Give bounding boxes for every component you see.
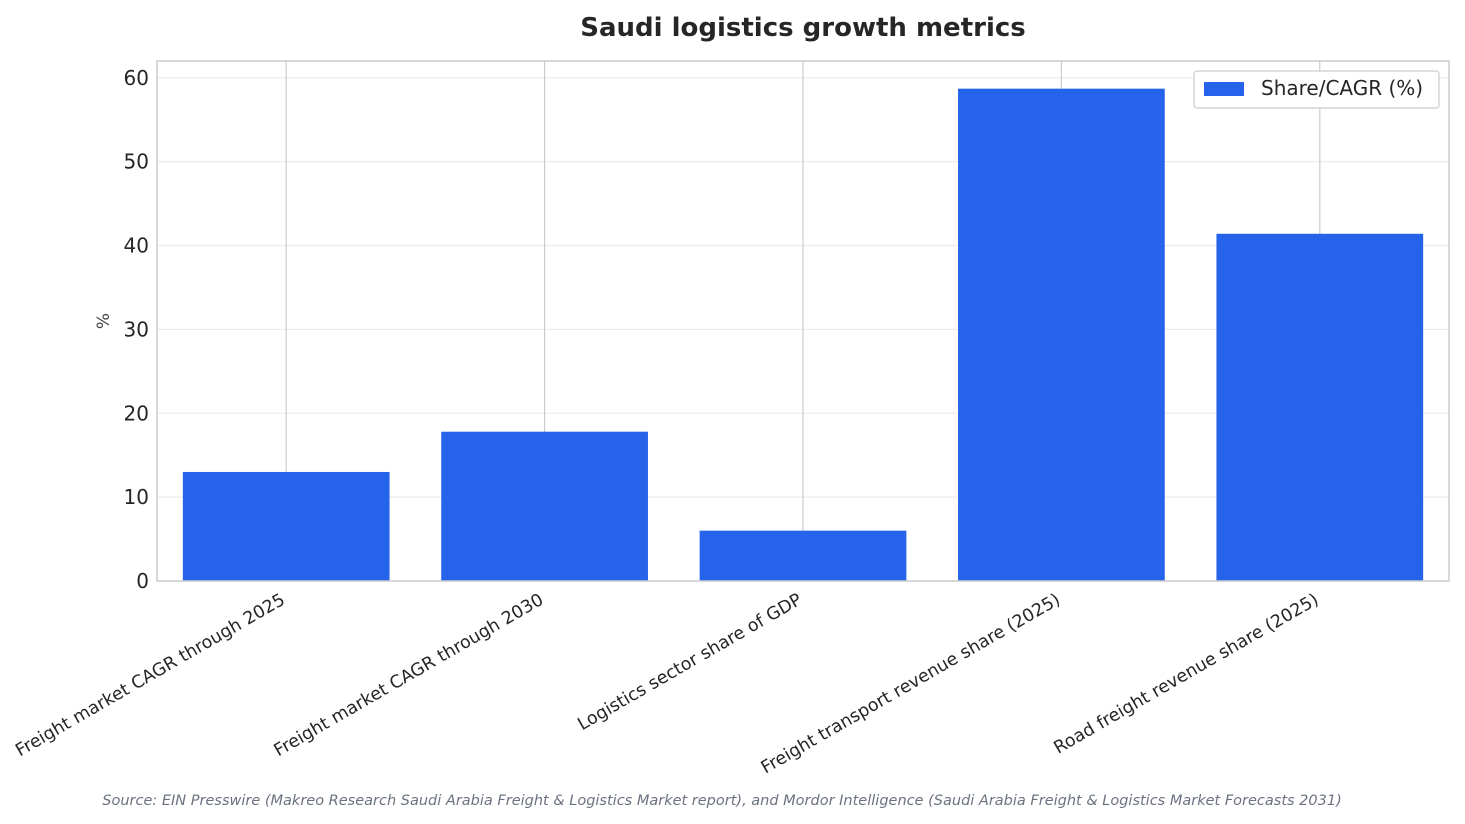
plot-frame bbox=[156, 60, 1450, 582]
x-tick-label: Road freight revenue share (2025) bbox=[1051, 590, 1323, 758]
source-note: Source: EIN Presswire (Makreo Research S… bbox=[102, 793, 1341, 809]
legend-box bbox=[1193, 70, 1440, 109]
y-tick-label: 50 bbox=[124, 150, 149, 174]
y-tick-label: 10 bbox=[124, 485, 149, 509]
chart-title: Saudi logistics growth metrics bbox=[580, 13, 1026, 43]
y-tick-label: 30 bbox=[124, 317, 149, 341]
x-tick-label: Freight market CAGR through 2030 bbox=[271, 590, 547, 761]
y-tick-label: 0 bbox=[136, 569, 149, 593]
x-axis-ticks: Freight market CAGR through 2025Freight … bbox=[12, 590, 1322, 778]
bar bbox=[441, 431, 648, 581]
y-tick-label: 40 bbox=[124, 234, 149, 258]
x-tick-label: Logistics sector share of GDP bbox=[575, 590, 806, 735]
bar bbox=[182, 471, 390, 581]
y-axis-label: % bbox=[94, 313, 114, 329]
y-axis-ticks: 0 10 20 30 40 50 60 bbox=[124, 66, 149, 593]
legend-label: Share/CAGR (%) bbox=[1261, 76, 1423, 100]
y-tick-label: 60 bbox=[124, 66, 149, 90]
legend-swatch bbox=[1204, 82, 1244, 96]
x-tick-label: Freight transport revenue share (2025) bbox=[758, 590, 1064, 778]
bars bbox=[182, 88, 1424, 581]
bar bbox=[1216, 233, 1424, 581]
legend: Share/CAGR (%) bbox=[1193, 70, 1440, 109]
x-tick-label: Freight market CAGR through 2025 bbox=[12, 590, 288, 761]
y-tick-label: 20 bbox=[124, 401, 149, 425]
bar bbox=[958, 88, 1165, 581]
bar bbox=[699, 530, 907, 581]
